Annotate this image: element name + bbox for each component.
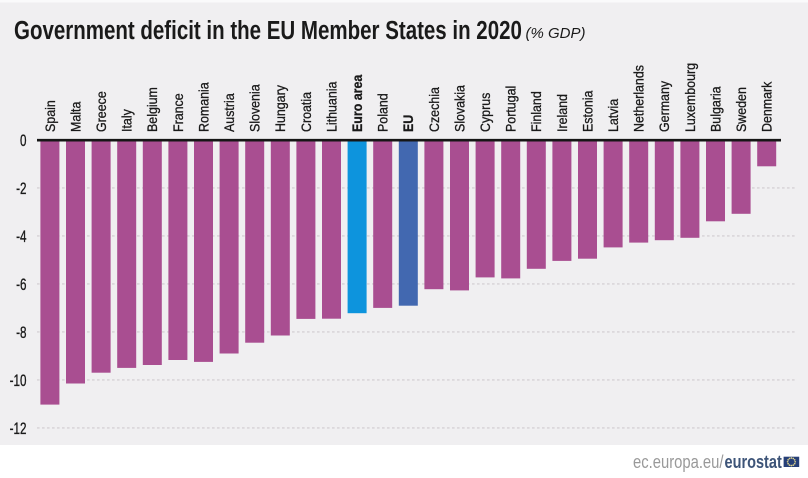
svg-text:(% GDP): (% GDP) — [526, 25, 586, 42]
svg-text:Hungary: Hungary — [273, 85, 289, 132]
svg-text:Croatia: Croatia — [298, 91, 314, 132]
svg-text:0: 0 — [20, 131, 27, 149]
svg-text:Luxembourg: Luxembourg — [682, 63, 698, 132]
svg-text:France: France — [170, 93, 186, 132]
svg-text:Bulgaria: Bulgaria — [708, 86, 724, 132]
svg-text:Ireland: Ireland — [554, 94, 570, 132]
svg-text:Italy: Italy — [119, 109, 135, 132]
svg-text:Lithuania: Lithuania — [324, 81, 340, 132]
svg-text:Sweden: Sweden — [734, 87, 750, 132]
svg-text:Cyprus: Cyprus — [478, 92, 494, 132]
svg-text:-12: -12 — [10, 419, 27, 437]
svg-text:Malta: Malta — [68, 101, 84, 132]
svg-text:Romania: Romania — [196, 82, 212, 132]
svg-text:Greece: Greece — [94, 91, 110, 132]
svg-text:Denmark: Denmark — [759, 81, 775, 132]
svg-text:-2: -2 — [16, 179, 26, 197]
svg-text:Portugal: Portugal — [503, 86, 519, 132]
svg-text:-6: -6 — [16, 275, 26, 293]
svg-text:Belgium: Belgium — [145, 87, 161, 132]
svg-text:Finland: Finland — [529, 91, 545, 132]
svg-text:ec.europa.eu/: ec.europa.eu/ — [633, 451, 724, 472]
svg-text:Euro area: Euro area — [350, 74, 366, 132]
svg-text:EU: EU — [401, 115, 417, 132]
svg-text:Slovakia: Slovakia — [452, 84, 468, 132]
svg-text:-8: -8 — [16, 323, 26, 341]
svg-text:Slovenia: Slovenia — [247, 84, 263, 132]
svg-text:Poland: Poland — [375, 93, 391, 132]
svg-text:Estonia: Estonia — [580, 90, 596, 132]
svg-text:eurostat: eurostat — [725, 451, 783, 472]
svg-text:Latvia: Latvia — [606, 98, 622, 132]
svg-text:Netherlands: Netherlands — [631, 65, 647, 132]
svg-text:Austria: Austria — [222, 93, 238, 132]
svg-text:-10: -10 — [10, 371, 27, 389]
svg-text:-4: -4 — [16, 227, 26, 245]
svg-text:Czechia: Czechia — [426, 86, 442, 132]
svg-text:Government deficit in the EU M: Government deficit in the EU Member Stat… — [14, 16, 522, 45]
svg-text:Germany: Germany — [657, 80, 673, 132]
svg-text:Spain: Spain — [42, 100, 58, 132]
